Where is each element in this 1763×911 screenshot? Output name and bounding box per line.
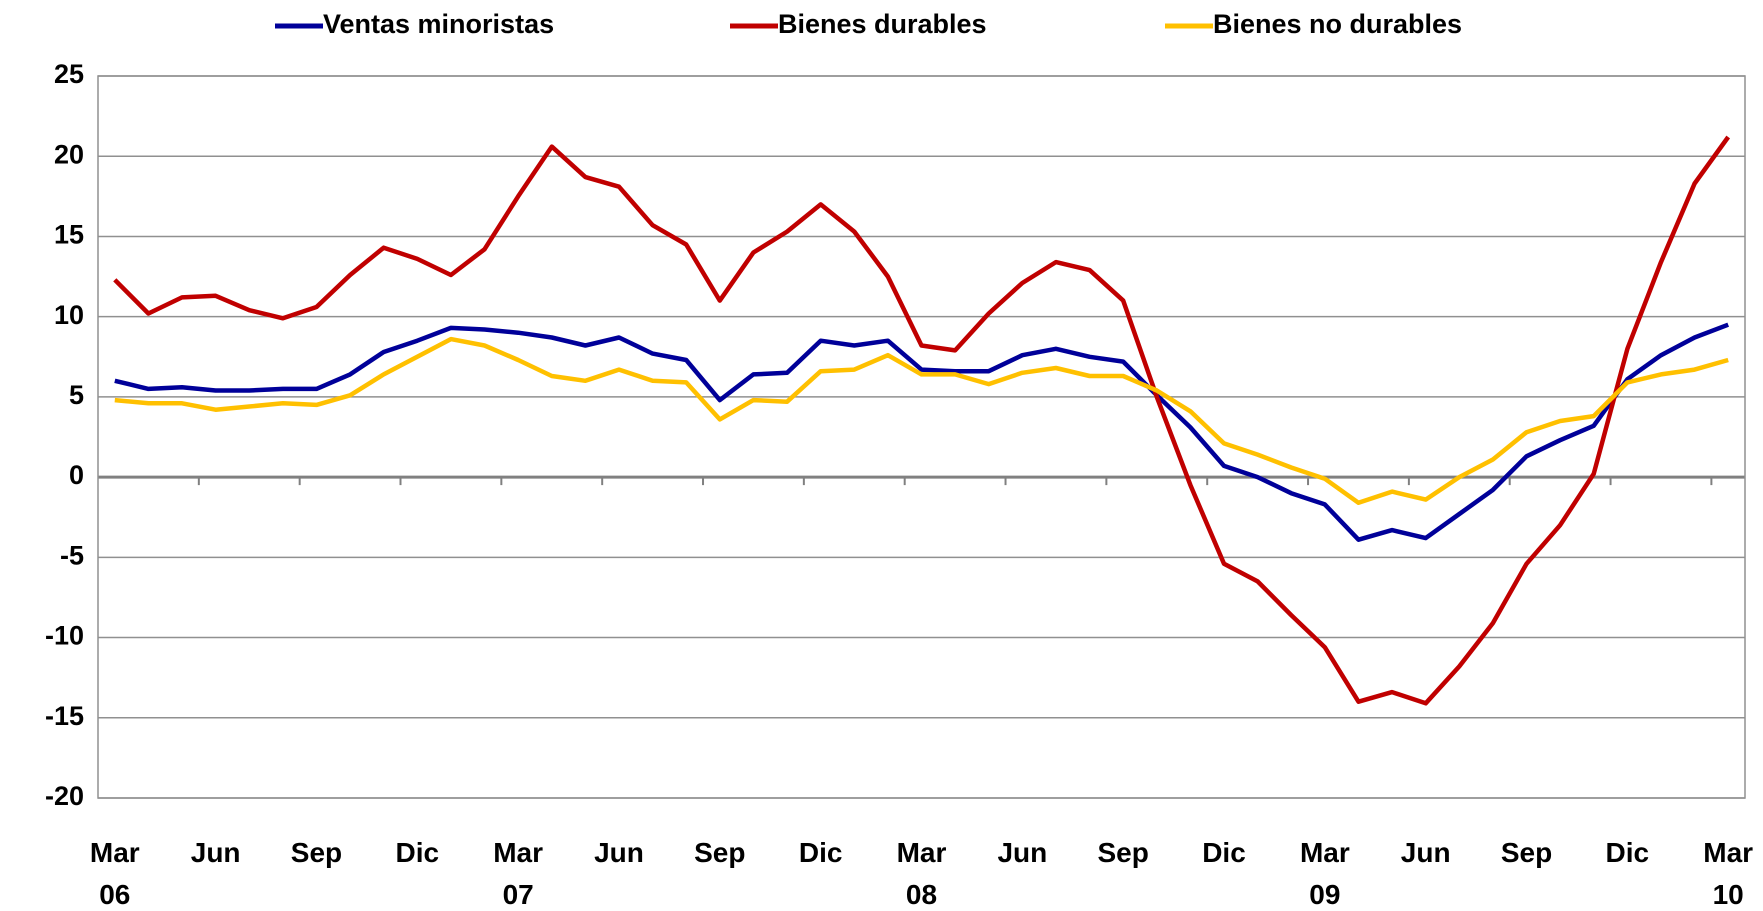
x-tick-label: Mar 06 <box>89 837 140 910</box>
x-tick-label: Jun <box>997 837 1048 868</box>
legend-label: Bienes no durables <box>1213 9 1462 39</box>
x-tick-label: Sep <box>1097 837 1149 868</box>
x-tick-label: Mar 08 <box>896 837 947 910</box>
x-tick-label: Jun <box>1400 837 1451 868</box>
series-line <box>114 336 1729 506</box>
x-tick-label: Jun <box>594 837 644 868</box>
series-line <box>114 322 1730 542</box>
y-tick-label: 20 <box>54 139 84 169</box>
y-tick-label: 10 <box>54 300 84 330</box>
y-tick-label: -5 <box>60 540 84 570</box>
y-tick-label: 15 <box>54 220 84 250</box>
x-tick-label: Sep <box>694 837 746 868</box>
legend-label: Bienes durables <box>778 9 987 39</box>
x-tick-label: Dic <box>798 837 843 868</box>
x-tick-label: Dic <box>395 837 440 868</box>
x-tick-label: Dic <box>1202 837 1246 868</box>
plot-border <box>97 75 1746 799</box>
x-tick-label: Mar 10 <box>1703 837 1754 910</box>
series-line <box>113 135 1731 706</box>
x-tick-label: Mar 09 <box>1299 837 1350 910</box>
y-tick-label: -20 <box>45 781 84 811</box>
y-tick-label: 0 <box>69 460 84 490</box>
x-tick-label: Mar 07 <box>493 837 544 910</box>
x-tick-label: Dic <box>1605 837 1650 868</box>
y-tick-label: 25 <box>54 59 84 89</box>
x-tick-label: Sep <box>1500 837 1553 868</box>
y-tick-label: -10 <box>45 621 84 651</box>
x-tick-label: Jun <box>190 837 241 868</box>
x-tick-label: Sep <box>290 837 343 868</box>
y-tick-label: -15 <box>45 701 84 731</box>
y-tick-label: 5 <box>69 380 84 410</box>
legend-label: Ventas minoristas <box>323 9 554 39</box>
